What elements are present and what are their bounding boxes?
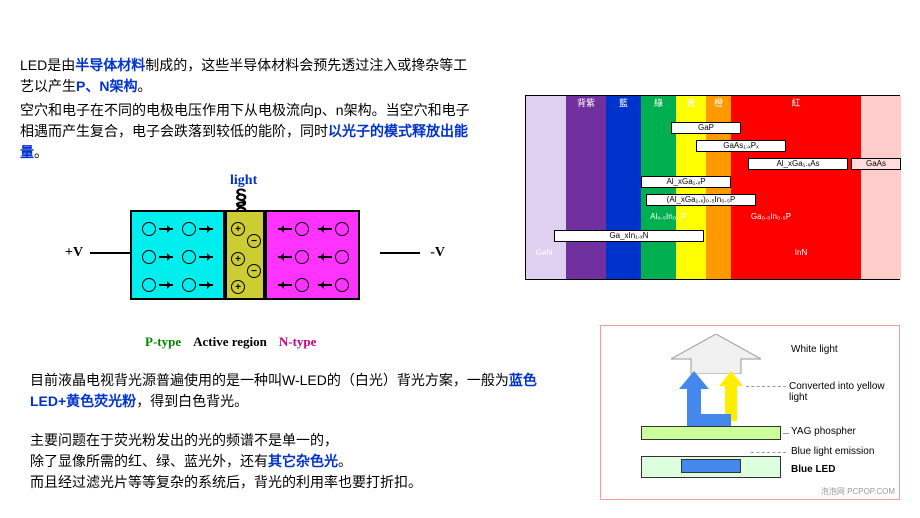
- p1-t1: LED是由: [20, 57, 75, 73]
- p4-t3: 其它杂色光: [268, 453, 338, 469]
- hole-icon: [231, 280, 245, 294]
- spectrum-chart: 紫外 紅外 背紫藍綠黃橙紅 GaPGaAs₁.ₓPₓAl_xGa₁.ₓAsGaA…: [525, 95, 900, 280]
- p4-t1: 主要问题在于荧光粉发出的光的频谱不是单一的，: [30, 432, 338, 448]
- electron-icon: [247, 264, 261, 278]
- para1: LED是由半导体材料制成的，这些半导体材料会预先透过注入或搀杂等工艺以产生P、N…: [20, 55, 480, 97]
- led-inner: [681, 459, 741, 473]
- active-region-label: Active region: [193, 334, 267, 350]
- white-led-diagram: White light Converted into yellow light …: [600, 325, 900, 500]
- electron-icon: [247, 234, 261, 248]
- hole-icon: [231, 222, 245, 236]
- dash-line: [746, 386, 786, 387]
- dash-line: [751, 452, 786, 453]
- blue-emit-label: Blue light emission: [791, 446, 874, 457]
- blue-led-label: Blue LED: [791, 464, 835, 475]
- watermark: 泡泡网 PCPOP.COM: [821, 486, 895, 497]
- p4-t5: 而且经过滤光片等等复杂的系统后，背光的利用率也要打折扣。: [30, 474, 422, 490]
- plus-v-label: +V: [65, 245, 83, 261]
- p1-t2: 半导体材料: [75, 57, 145, 73]
- yag-layer: [641, 426, 781, 440]
- yag-label: YAG phospher: [791, 426, 856, 437]
- n-type-label: N-type: [279, 334, 317, 350]
- para2: 空穴和电子在不同的电极电压作用下从电极流向p、n架构。当空穴和电子相遇而产生复合…: [20, 100, 480, 163]
- yellow-label: Converted into yellow light: [789, 381, 899, 403]
- p-type-label: P-type: [145, 334, 181, 350]
- p2-t3: 。: [34, 144, 48, 160]
- electron-icon: [295, 278, 309, 292]
- electron-icon: [335, 278, 349, 292]
- wire-right: [380, 252, 420, 254]
- hole-icon: [182, 222, 196, 236]
- p1-t5: 。: [137, 78, 151, 94]
- p4-t2: 除了显像所需的红、绿、蓝光外，还有: [30, 453, 268, 469]
- dash-line: [783, 433, 789, 434]
- n-type-layer: [265, 210, 360, 300]
- hole-icon: [182, 250, 196, 264]
- p4-t4: 。: [338, 453, 352, 469]
- p1-t4: P、N架构: [76, 78, 137, 94]
- wire-left: [90, 252, 130, 254]
- active-layer: [225, 210, 265, 300]
- led-labels-row: P-type Active region N-type: [75, 334, 435, 350]
- hole-icon: [142, 250, 156, 264]
- white-light-label: White light: [791, 344, 838, 355]
- electron-icon: [295, 222, 309, 236]
- hole-icon: [142, 278, 156, 292]
- hole-icon: [182, 278, 196, 292]
- white-light-arrow-icon: [671, 334, 761, 374]
- hole-icon: [142, 222, 156, 236]
- electron-icon: [295, 250, 309, 264]
- para4: 主要问题在于荧光粉发出的光的频谱不是单一的， 除了显像所需的红、绿、蓝光外，还有…: [30, 430, 590, 493]
- para3: 目前液晶电视背光源普遍使用的是一种叫W-LED的（白光）背光方案，一般为蓝色LE…: [30, 370, 575, 412]
- electron-icon: [335, 250, 349, 264]
- electron-icon: [335, 222, 349, 236]
- led-structure-diagram: light §§§ +V -V P-type Active region N-t…: [75, 195, 435, 330]
- p3-t3: ，得到白色背光。: [136, 393, 248, 409]
- p-type-layer: [130, 210, 225, 300]
- minus-v-label: -V: [430, 245, 445, 261]
- p3-t1: 目前液晶电视背光源普遍使用的是一种叫W-LED的（白光）背光方案，一般为: [30, 372, 509, 388]
- hole-icon: [231, 252, 245, 266]
